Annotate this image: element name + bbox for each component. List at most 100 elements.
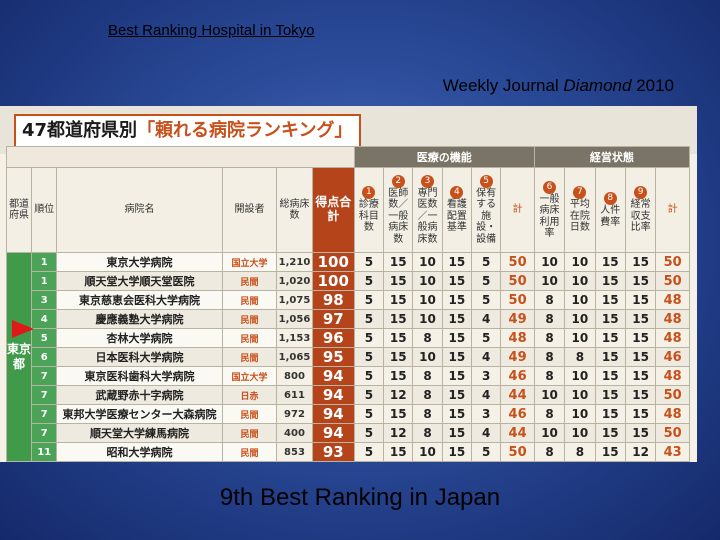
m5-cell: 3	[470, 404, 502, 424]
table-row: 7 東邦大学医療センター大森病院 民間 972 94 5 15 8 15 3 46 8 10 15 15 48	[7, 404, 690, 424]
g9-cell: 15	[624, 290, 657, 310]
m5-cell: 4	[470, 385, 502, 405]
m4-cell: 15	[441, 404, 473, 424]
g7-cell: 10	[564, 423, 596, 443]
g8-cell: 15	[594, 366, 626, 386]
col-header-m4: 4 看護配置基準	[441, 167, 473, 253]
founder-cell: 民間	[221, 404, 278, 424]
col-number-4: 4	[450, 186, 464, 200]
rank-cell: 11	[31, 442, 58, 462]
hospital-name: 東邦大学医療センター大森病院	[56, 404, 223, 424]
m5-cell: 4	[470, 347, 502, 367]
table-row: 6 日本医科大学病院 民間 1,065 95 5 15 10 15 4 49 8 8 15 15 46	[7, 347, 690, 367]
medical-sum-cell: 46	[500, 366, 535, 386]
table-column-header: 都道府県 順位 病院名 開設者 総病床数 得点合計 1 診療科目数 2 医師数／一般…	[5, 167, 690, 253]
management-sum-cell: 50	[655, 271, 690, 291]
founder-cell: 民間	[221, 309, 278, 329]
col-header-g7: 7 平均在院日数	[564, 167, 596, 253]
g9-cell: 15	[624, 385, 657, 405]
rank-cell: 7	[31, 404, 58, 424]
col-number-9: 9	[634, 186, 648, 200]
beds-cell: 400	[276, 423, 313, 443]
ranking-table-scan: 47都道府県別「頼れる病院ランキング」 医療の機能 経営状態 都道府県 順位 病…	[0, 106, 697, 462]
banner-ranking-title: 「頼れる病院ランキング」	[137, 120, 353, 141]
score-cell: 94	[311, 404, 355, 424]
m1-cell: 5	[353, 328, 385, 348]
m5-cell: 5	[470, 290, 502, 310]
g8-cell: 15	[594, 442, 626, 462]
score-cell: 100	[311, 252, 355, 272]
rank-cell: 7	[31, 385, 58, 405]
score-cell: 93	[311, 442, 355, 462]
g6-cell: 8	[533, 347, 566, 367]
group-header-blank	[6, 146, 355, 168]
slide-title: Best Ranking Hospital in Tokyo	[108, 22, 315, 39]
ranking-table-body: 東京都 1 東京大学病院 国立大学 1,210 100 5 15 10 15 5 50 10 10 15 15…	[5, 252, 690, 462]
source-journal-name: Diamond	[563, 76, 632, 95]
m2-cell: 15	[383, 309, 414, 329]
management-sum-cell: 48	[655, 366, 690, 386]
rank-cell: 4	[31, 309, 58, 329]
col-header-pref: 都道府県	[5, 167, 33, 253]
m2-cell: 15	[383, 442, 414, 462]
m2-cell: 12	[383, 385, 414, 405]
pointer-arrow-icon	[12, 320, 34, 338]
g6-cell: 8	[533, 366, 566, 386]
founder-cell: 民間	[221, 271, 278, 291]
source-year: 2010	[631, 76, 674, 95]
col-label-m1: 診療科目数	[358, 199, 379, 234]
g7-cell: 8	[564, 347, 596, 367]
g6-cell: 8	[533, 309, 566, 329]
table-row: 7 武蔵野赤十字病院 日赤 611 94 5 12 8 15 4 44 10 10 15 15 50	[7, 385, 690, 405]
g9-cell: 15	[624, 252, 657, 272]
g8-cell: 15	[594, 328, 626, 348]
col-number-5: 5	[479, 174, 493, 188]
col-header-g6: 6 一般病床利用率	[533, 167, 566, 253]
m5-cell: 4	[470, 309, 502, 329]
g9-cell: 15	[624, 309, 657, 329]
m1-cell: 5	[353, 366, 385, 386]
col-number-3: 3	[421, 174, 435, 188]
g7-cell: 10	[564, 385, 596, 405]
m1-cell: 5	[353, 404, 385, 424]
col-header-m3: 3 専門医数／一般病床数	[412, 167, 443, 253]
m1-cell: 5	[353, 385, 385, 405]
g7-cell: 10	[564, 252, 596, 272]
col-header-medical-sum: 計	[500, 167, 535, 253]
medical-sum-cell: 50	[500, 290, 535, 310]
g6-cell: 8	[533, 442, 566, 462]
founder-cell: 国立大学	[221, 366, 278, 386]
beds-cell: 1,210	[276, 252, 313, 272]
g6-cell: 10	[533, 423, 566, 443]
rank-cell: 7	[31, 366, 58, 386]
score-cell: 94	[311, 423, 355, 443]
hospital-name: 昭和大学病院	[56, 442, 223, 462]
score-cell: 94	[311, 366, 355, 386]
g7-cell: 10	[564, 328, 596, 348]
g8-cell: 15	[594, 404, 626, 424]
hospital-name: 日本医科大学病院	[56, 347, 223, 367]
rank-cell: 5	[31, 328, 58, 348]
table-row: 7 順天堂大学練馬病院 民間 400 94 5 12 8 15 4 44 10 10 15 15 50	[7, 423, 690, 443]
g7-cell: 10	[564, 366, 596, 386]
beds-cell: 853	[276, 442, 313, 462]
m4-cell: 15	[441, 328, 473, 348]
founder-cell: 民間	[221, 290, 278, 310]
management-sum-cell: 50	[655, 252, 690, 272]
source-citation: Weekly Journal Diamond 2010	[443, 76, 674, 96]
management-sum-cell: 43	[655, 442, 690, 462]
m3-cell: 8	[412, 423, 443, 443]
col-label-m5: 保有する施設・設備	[476, 187, 497, 245]
beds-cell: 1,020	[276, 271, 313, 291]
beds-cell: 611	[276, 385, 313, 405]
m1-cell: 5	[353, 442, 385, 462]
col-header-g8: 8 人件費率	[594, 167, 626, 253]
col-label-g8: 人件費率	[600, 205, 621, 228]
m4-cell: 15	[441, 271, 473, 291]
m2-cell: 15	[383, 328, 414, 348]
m3-cell: 8	[412, 366, 443, 386]
table-row: 7 東京医科歯科大学病院 国立大学 800 94 5 15 8 15 3 46 8 10 15 15 48	[7, 366, 690, 386]
founder-cell: 民間	[221, 442, 278, 462]
col-header-g9: 9 経常収支比率	[624, 167, 657, 253]
table-row: 4 慶應義塾大学病院 民間 1,056 97 5 15 10 15 4 49 8 10 15 15 48	[7, 309, 690, 329]
